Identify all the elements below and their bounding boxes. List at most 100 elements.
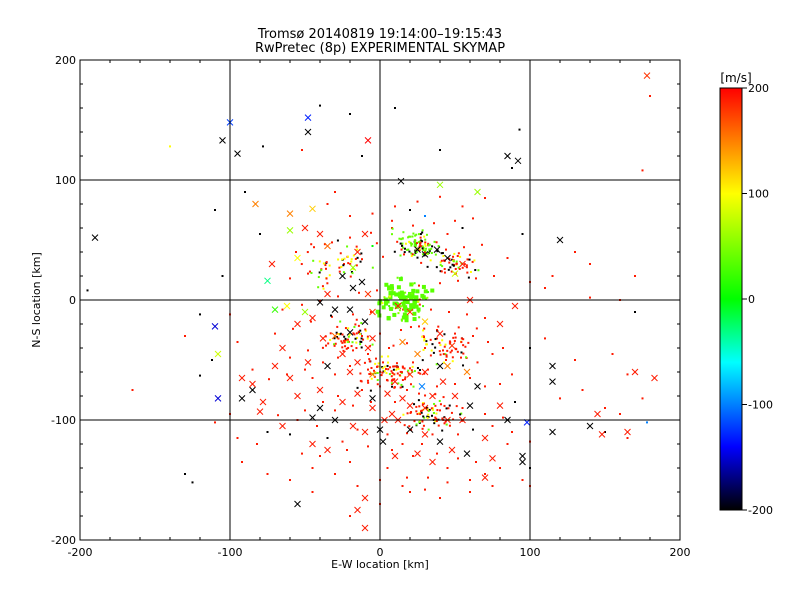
scatter-dot bbox=[347, 346, 350, 349]
scatter-x-marker bbox=[421, 404, 429, 412]
scatter-dot bbox=[448, 424, 451, 427]
scatter-dot bbox=[394, 205, 396, 208]
scatter-dot bbox=[350, 260, 353, 263]
scatter-dot bbox=[409, 235, 412, 238]
scatter-dot bbox=[340, 332, 343, 335]
scatter-dot bbox=[410, 252, 413, 255]
scatter-dot bbox=[434, 346, 437, 349]
scatter-dot bbox=[423, 339, 426, 342]
scatter-dot bbox=[421, 245, 424, 248]
scatter-x-marker bbox=[448, 342, 456, 349]
scatter-dot bbox=[356, 336, 359, 339]
scatter-dot bbox=[414, 304, 419, 309]
scatter-x-marker bbox=[324, 242, 331, 250]
scatter-dot bbox=[414, 241, 417, 244]
scatter-x-marker bbox=[463, 368, 471, 376]
scatter-dot bbox=[428, 243, 431, 246]
scatter-dot bbox=[421, 229, 424, 232]
scatter-dot bbox=[421, 231, 424, 234]
scatter-dot bbox=[641, 169, 644, 172]
scatter-dot bbox=[355, 318, 358, 321]
scatter-dot bbox=[356, 248, 359, 251]
scatter-dot bbox=[337, 333, 340, 336]
scatter-dot bbox=[360, 322, 363, 325]
scatter-dot bbox=[346, 338, 349, 341]
scatter-dot bbox=[454, 336, 457, 339]
scatter-dot bbox=[469, 377, 471, 379]
scatter-dot bbox=[353, 333, 356, 336]
scatter-dot bbox=[390, 286, 395, 291]
scatter-dot bbox=[437, 245, 440, 248]
scatter-dot bbox=[436, 329, 438, 331]
scatter-dot bbox=[325, 261, 328, 264]
scatter-dot bbox=[425, 247, 428, 250]
scatter-x-marker bbox=[214, 350, 222, 358]
scatter-dot bbox=[551, 275, 554, 277]
scatter-dot bbox=[374, 371, 377, 374]
scatter-dot bbox=[421, 403, 424, 406]
scatter-x-marker bbox=[316, 386, 324, 394]
scatter-dot bbox=[349, 365, 351, 367]
scatter-dot bbox=[421, 420, 424, 423]
scatter-x-marker bbox=[514, 157, 522, 165]
scatter-dot bbox=[325, 267, 327, 270]
scatter-dot bbox=[377, 301, 382, 306]
scatter-dot bbox=[402, 231, 405, 234]
scatter-dot bbox=[391, 227, 394, 230]
scatter-dot bbox=[318, 260, 321, 263]
scatter-dot bbox=[466, 271, 469, 274]
scatter-dot bbox=[421, 427, 424, 430]
scatter-dot bbox=[358, 291, 360, 294]
scatter-dot bbox=[422, 336, 425, 339]
scatter-x-marker bbox=[349, 284, 357, 292]
scatter-dot bbox=[425, 406, 428, 409]
scatter-dot bbox=[440, 259, 443, 262]
scatter-dot bbox=[317, 276, 320, 279]
x-tick-label: 100 bbox=[520, 546, 541, 559]
scatter-dot bbox=[439, 344, 442, 347]
scatter-dot bbox=[266, 431, 269, 433]
colorbar-tick-label: -200 bbox=[748, 504, 773, 517]
scatter-x-marker bbox=[489, 455, 496, 462]
scatter-dot bbox=[475, 277, 477, 280]
scatter-dot bbox=[451, 258, 454, 261]
scatter-dot bbox=[329, 332, 332, 335]
scatter-dot bbox=[425, 340, 428, 343]
scatter-dot bbox=[423, 416, 426, 419]
scatter-dot bbox=[341, 341, 344, 344]
scatter-dot bbox=[214, 421, 216, 424]
scatter-dot bbox=[456, 254, 459, 257]
scatter-dot bbox=[446, 481, 449, 484]
scatter-x-marker bbox=[354, 359, 361, 366]
scatter-dot bbox=[434, 337, 437, 340]
scatter-x-marker bbox=[286, 374, 294, 382]
scatter-dot bbox=[301, 452, 303, 455]
scatter-dot bbox=[319, 455, 321, 457]
scatter-dot bbox=[441, 417, 444, 420]
x-tick-label: -100 bbox=[218, 546, 243, 559]
scatter-dot bbox=[448, 261, 451, 264]
scatter-dot bbox=[420, 293, 425, 298]
scatter-dot bbox=[428, 249, 431, 252]
scatter-dot bbox=[443, 345, 446, 348]
scatter-x-marker bbox=[283, 302, 291, 310]
scatter-x-marker bbox=[421, 318, 429, 325]
scatter-dot bbox=[345, 347, 348, 350]
scatter-dot bbox=[407, 291, 412, 296]
scatter-dot bbox=[413, 306, 416, 309]
scatter-dot bbox=[442, 361, 445, 364]
scatter-dot bbox=[450, 349, 453, 352]
scatter-x-marker bbox=[361, 494, 369, 502]
scatter-dot bbox=[449, 351, 452, 354]
scatter-dot bbox=[457, 279, 459, 282]
scatter-x-marker bbox=[286, 210, 294, 217]
scatter-dot bbox=[374, 362, 377, 365]
scatter-dot bbox=[131, 389, 134, 391]
scatter-dot bbox=[442, 349, 444, 352]
scatter-x-marker bbox=[459, 260, 466, 268]
scatter-x-marker bbox=[421, 431, 429, 438]
scatter-dot bbox=[308, 270, 311, 273]
scatter-x-marker bbox=[234, 150, 241, 157]
scatter-dot bbox=[449, 266, 452, 269]
scatter-dot bbox=[392, 302, 395, 305]
